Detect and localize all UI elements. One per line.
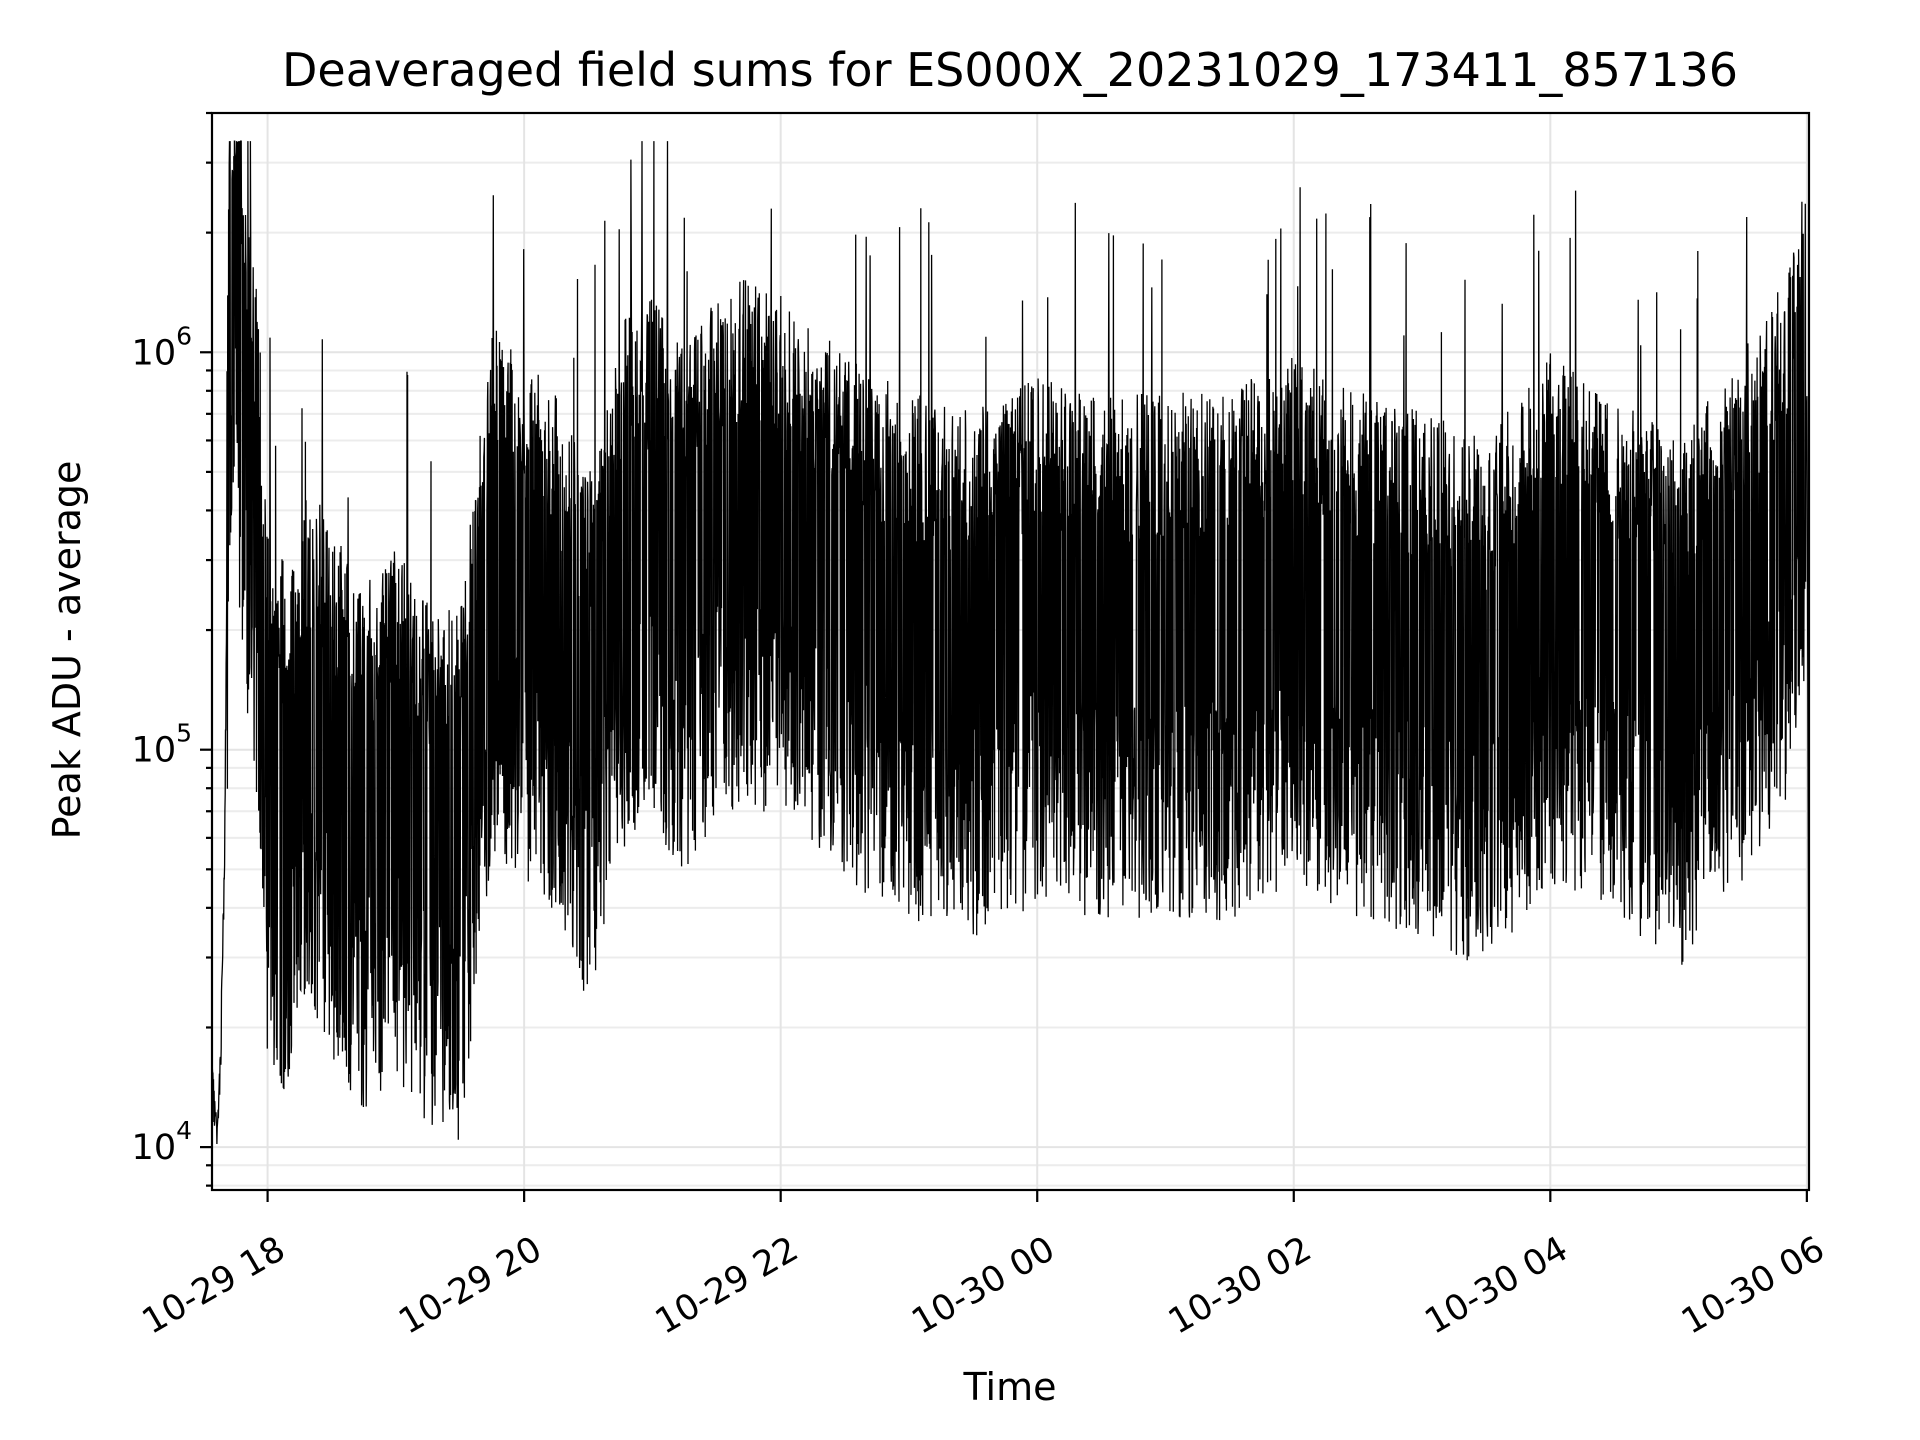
y-tick-label: 106 <box>132 321 192 373</box>
plot-frame <box>210 111 1811 1192</box>
x-axis-label: Time <box>963 1365 1057 1409</box>
y-tick-label: 104 <box>132 1116 192 1168</box>
chart-title: Deaveraged field sums for ES000X_2023102… <box>282 43 1738 97</box>
series-line <box>211 140 1810 1145</box>
series-layer <box>211 140 1810 1145</box>
y-axis: 104 105 106 <box>132 111 212 1187</box>
y-tick-label: 105 <box>132 719 192 771</box>
y-axis-label: Peak ADU - average <box>45 461 89 840</box>
